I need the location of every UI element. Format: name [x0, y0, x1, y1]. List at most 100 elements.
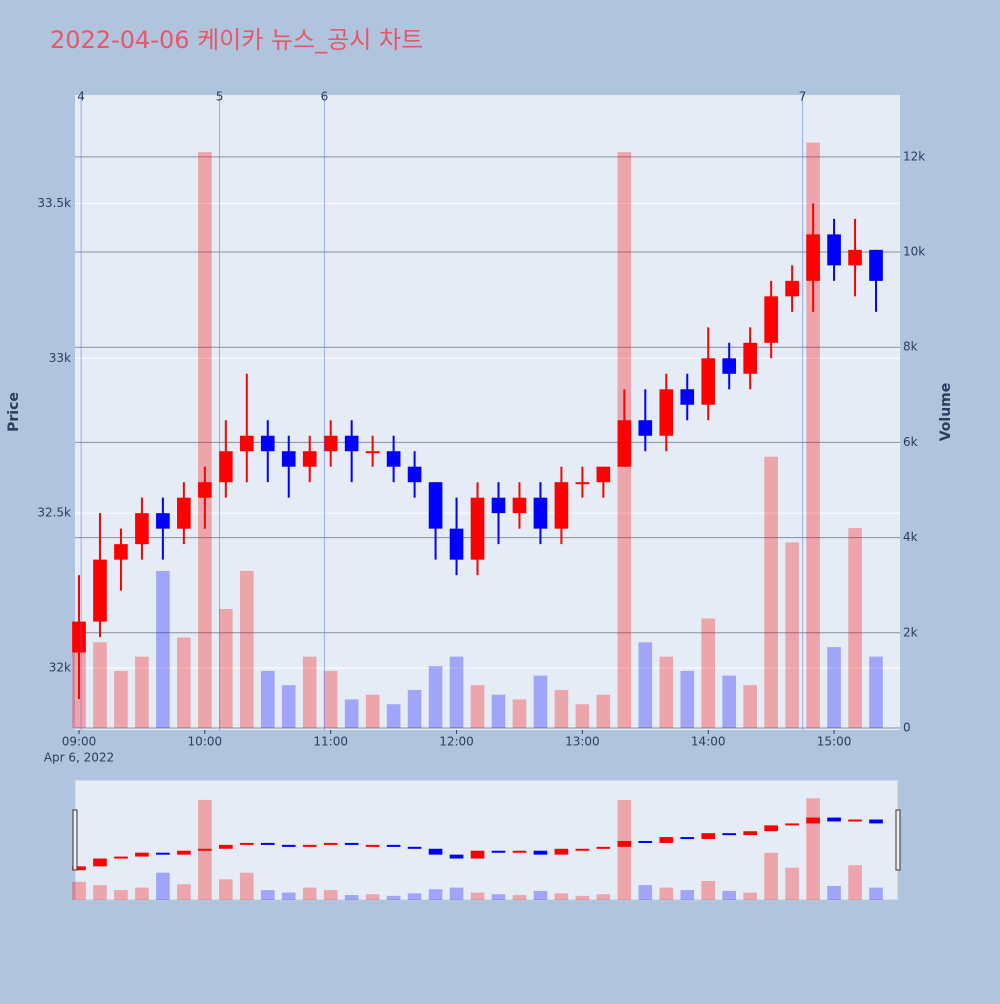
mini-volume-bar — [554, 893, 569, 900]
y-tick-label: 32.5k — [37, 506, 71, 520]
mini-volume-bar — [93, 885, 107, 900]
mini-volume-bar — [281, 892, 296, 900]
volume-bar — [407, 689, 422, 728]
mini-volume-bar — [533, 890, 548, 900]
news-label: 6 — [321, 90, 329, 104]
mini-candle — [869, 819, 883, 824]
volume-bar — [114, 670, 128, 728]
mini-candle — [491, 850, 506, 853]
mini-candle — [638, 840, 653, 843]
y-axis-title: Price — [6, 392, 22, 432]
volume-bar — [344, 699, 359, 728]
mini-candle — [533, 850, 548, 855]
candle-body — [848, 249, 862, 266]
candle-body — [198, 482, 212, 498]
volume-bar — [575, 704, 590, 728]
range-slider[interactable] — [74, 779, 899, 901]
mini-volume-bar — [156, 872, 170, 900]
mini-candle — [680, 837, 695, 840]
candle-body — [93, 559, 107, 622]
y-tick-label: 33k — [49, 351, 71, 365]
mini-candle — [365, 844, 380, 847]
mini-volume-bar — [806, 798, 820, 900]
volume-bar — [260, 670, 275, 728]
volume-bar — [302, 656, 317, 728]
volume-bar — [869, 656, 883, 728]
candle-body — [114, 544, 128, 560]
mini-candle — [177, 850, 191, 855]
candle-body — [470, 497, 485, 560]
volume-bar — [219, 609, 233, 728]
volume-bar — [701, 618, 716, 728]
mini-volume-bar — [449, 887, 464, 900]
mini-candle — [449, 854, 464, 859]
mini-candle — [302, 844, 317, 847]
mini-volume-bar — [701, 880, 716, 900]
volume-bar — [827, 647, 841, 728]
candle-body — [491, 497, 506, 514]
y2-tick-label: 0 — [903, 721, 911, 735]
volume-bar — [554, 689, 569, 728]
mini-candle — [93, 858, 107, 867]
mini-volume-bar — [827, 885, 841, 900]
news-label: 5 — [216, 90, 224, 104]
mini-volume-bar — [407, 893, 422, 900]
mini-volume-bar — [219, 879, 233, 900]
mini-candle — [743, 831, 757, 836]
candle-body — [722, 358, 737, 374]
volume-bar — [848, 528, 862, 728]
candle-body — [638, 420, 653, 436]
mini-volume-bar — [365, 894, 380, 900]
chart-title: 2022-04-06 케이카 뉴스_공시 차트 — [50, 26, 423, 54]
range-handle[interactable] — [72, 809, 78, 871]
mini-volume-bar — [491, 894, 506, 900]
candle-body — [743, 342, 757, 374]
candle-body — [701, 358, 716, 405]
mini-volume-bar — [848, 865, 862, 900]
mini-candle — [659, 837, 674, 843]
candle-body — [281, 451, 296, 467]
mini-candle — [407, 846, 422, 849]
candle-body — [554, 482, 569, 529]
mini-volume-bar — [764, 852, 778, 900]
volume-bar — [156, 570, 170, 728]
x-tick-label: 14:00 — [691, 735, 726, 749]
mini-candle — [323, 842, 338, 845]
mini-volume-bar — [575, 895, 590, 900]
candle-body — [177, 497, 191, 529]
volume-bar — [323, 670, 338, 728]
candle-body — [827, 234, 841, 266]
candle-body — [72, 621, 86, 653]
candle-body — [344, 435, 359, 452]
mini-candle — [785, 823, 799, 826]
candle-body — [575, 482, 590, 485]
mini-volume-bar — [428, 889, 443, 900]
mini-volume-bar — [512, 895, 527, 900]
candle-body — [365, 451, 380, 454]
candle-body — [806, 234, 820, 281]
x-tick-label: 12:00 — [439, 735, 474, 749]
mini-volume-bar — [722, 890, 737, 900]
mini-candle — [260, 842, 275, 845]
volume-bar — [722, 675, 737, 728]
mini-volume-bar — [785, 867, 799, 900]
y2-axis-title: Volume — [938, 383, 954, 442]
candle-body — [386, 451, 401, 467]
x-tick-label: 11:00 — [313, 735, 348, 749]
volume-bar — [470, 685, 485, 728]
mini-candle — [575, 848, 590, 851]
range-handle[interactable] — [895, 809, 901, 871]
volume-bar — [764, 456, 778, 728]
volume-bar — [386, 704, 401, 728]
candle-body — [260, 435, 275, 452]
mini-volume-bar — [869, 887, 883, 900]
candle-body — [239, 435, 254, 452]
x-tick-label: 10:00 — [188, 735, 223, 749]
news-label: 7 — [799, 90, 807, 104]
volume-bar — [785, 542, 799, 728]
candle-body — [302, 451, 317, 467]
candle-body — [869, 249, 883, 281]
y-tick-label: 33.5k — [37, 196, 71, 210]
mini-candle — [701, 833, 716, 840]
